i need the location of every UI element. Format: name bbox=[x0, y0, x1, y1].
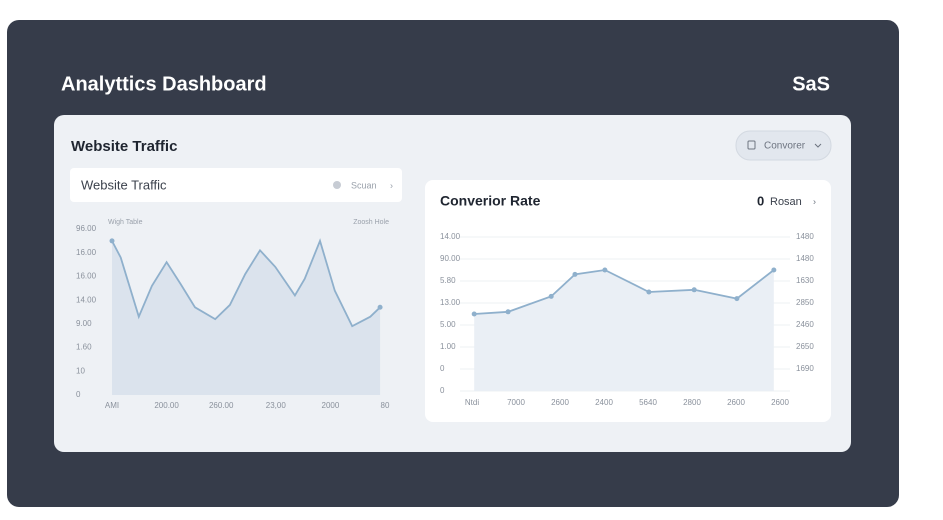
x-tick-label: 260.00 bbox=[209, 401, 234, 410]
arrow: › bbox=[813, 196, 816, 206]
x-tick-label: AMI bbox=[105, 401, 119, 410]
legend-right: Zoosh Hole bbox=[353, 219, 389, 226]
y2-tick-label: 1480 bbox=[796, 232, 814, 241]
y-tick-label: 0 bbox=[440, 364, 445, 373]
y-tick-label: 0 bbox=[76, 390, 81, 399]
panel-title: Website Traffic bbox=[71, 138, 177, 155]
point bbox=[109, 238, 115, 244]
area bbox=[112, 240, 381, 395]
x-tick-label: 2600 bbox=[727, 398, 745, 407]
y2-tick-label: 2460 bbox=[796, 320, 814, 329]
y-tick-label: 0 bbox=[440, 386, 445, 395]
y-tick-label: 16.00 bbox=[76, 248, 97, 257]
x-tick-label: Ntdi bbox=[465, 398, 479, 407]
y-tick-label: 1.00 bbox=[440, 342, 456, 351]
y-tick-label: 1.60 bbox=[76, 343, 92, 352]
y2-tick-label: 2650 bbox=[796, 342, 814, 351]
badge: 0 bbox=[757, 193, 764, 208]
y-tick-label: 90.00 bbox=[440, 254, 461, 263]
y2-tick-label: 1690 bbox=[796, 364, 814, 373]
point bbox=[548, 293, 554, 299]
chevron bbox=[814, 143, 822, 148]
point bbox=[734, 296, 740, 302]
brand: SaS bbox=[792, 73, 830, 95]
point bbox=[691, 287, 697, 293]
y-tick-label: 5.00 bbox=[440, 320, 456, 329]
x-tick-label: 200.00 bbox=[154, 401, 179, 410]
legend-left: Wigh Table bbox=[108, 219, 143, 226]
x-tick-label: 2600 bbox=[771, 398, 789, 407]
y2-tick-label: 1480 bbox=[796, 254, 814, 263]
y-tick-label: 13.00 bbox=[440, 298, 461, 307]
left-action[interactable]: Scuan bbox=[351, 180, 377, 190]
y-tick-label: 9.00 bbox=[76, 319, 92, 328]
y-tick-label: 5.80 bbox=[440, 276, 456, 285]
area bbox=[474, 270, 774, 391]
point bbox=[602, 267, 608, 273]
x-tick-label: 80 bbox=[381, 401, 390, 410]
button-bg[interactable] bbox=[735, 130, 832, 161]
point bbox=[471, 311, 477, 317]
title: Analyttics Dashboard bbox=[61, 73, 267, 95]
point bbox=[505, 309, 511, 315]
point bbox=[646, 289, 652, 295]
x-tick-label: 2600 bbox=[551, 398, 569, 407]
x-tick-label: 2000 bbox=[322, 401, 340, 410]
panel-button[interactable]: Convorer bbox=[735, 130, 832, 161]
x-tick-label: 2800 bbox=[683, 398, 701, 407]
point bbox=[771, 267, 777, 273]
y-tick-label: 14.00 bbox=[440, 232, 461, 241]
y2-tick-label: 2850 bbox=[796, 298, 814, 307]
point bbox=[572, 271, 578, 277]
x-tick-label: 2400 bbox=[595, 398, 613, 407]
y-tick-label: 96.00 bbox=[76, 224, 97, 233]
left-chart-title: Website Traffic bbox=[81, 177, 167, 192]
y-tick-label: 14.00 bbox=[76, 295, 97, 304]
x-tick-label: 7000 bbox=[507, 398, 525, 407]
y-tick-label: 10 bbox=[76, 366, 85, 375]
y-tick-label: 16.00 bbox=[76, 272, 97, 281]
left-toolbar bbox=[70, 168, 402, 202]
point bbox=[377, 304, 383, 310]
button-icon bbox=[747, 140, 756, 150]
line bbox=[111, 238, 381, 328]
arrow: › bbox=[390, 180, 393, 190]
x-tick-label: 23,00 bbox=[266, 401, 287, 410]
x-tick-label: 5640 bbox=[639, 398, 657, 407]
y2-tick-label: 1630 bbox=[796, 276, 814, 285]
button-label[interactable]: Convorer bbox=[764, 141, 806, 152]
action-icon bbox=[333, 181, 341, 189]
right-chart-title: Converior Rate bbox=[440, 193, 541, 209]
right-action[interactable]: Rosan bbox=[770, 196, 802, 208]
